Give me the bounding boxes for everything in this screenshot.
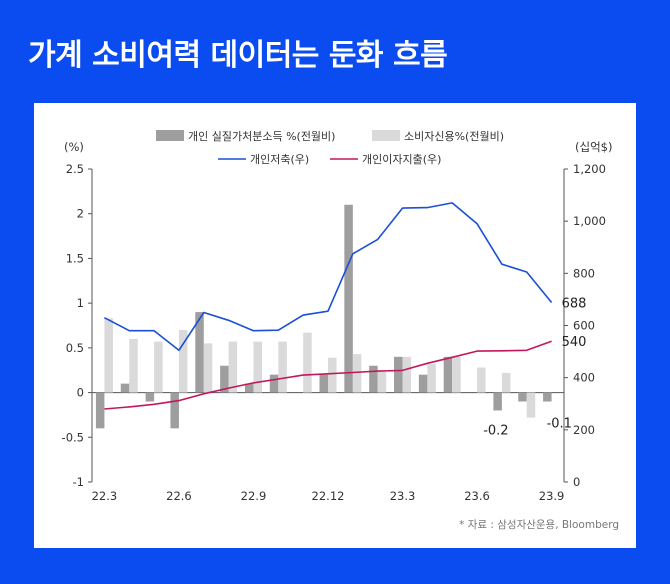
x-tick-label: 22.12 [312,489,345,503]
bar-credit [253,341,262,393]
right-tick-label: 400 [573,371,595,385]
data-label: 540 [562,335,587,350]
right-tick-label: 600 [573,319,595,333]
bar-credit [452,356,461,393]
bar-income [518,392,527,402]
bar-credit [402,356,412,393]
bar-income [344,204,353,393]
right-tick-label: 0 [573,475,580,489]
bar-credit [178,329,188,393]
data-label: -0.2 [483,423,508,438]
x-tick-label: 22.6 [166,489,192,503]
left-tick-label: 0.5 [66,341,84,355]
data-label: -0.1 [547,417,572,432]
bar-income [120,383,130,393]
bar-income [418,374,428,393]
data-label: 688 [562,297,587,312]
x-tick-label: 23.3 [390,489,416,503]
bar-credit [203,343,213,393]
bar-credit [154,341,163,393]
bar-income [195,312,204,393]
left-tick-label: -0.5 [62,430,84,444]
bar-income [220,365,229,393]
right-tick-label: 1,000 [573,214,606,228]
legend-label-credit: 소비자신용%(전월비) [404,130,504,143]
legend-label-interest: 개인이자지출(우) [362,153,441,166]
legend-label-income: 개인 실질가처분소득 %(전월비) [188,130,335,143]
bar-credit [104,318,113,393]
bar-credit [427,363,436,393]
right-axis-unit: (십억$) [575,140,612,154]
bar-credit [377,371,387,393]
x-tick-label: 22.9 [241,489,267,503]
bar-income [443,356,453,393]
legend-swatch-credit [372,130,400,141]
bar-credit [228,341,238,393]
bar-income [369,365,378,393]
bar-credit [129,338,138,393]
chart-svg: 개인 실질가처분소득 %(전월비) 소비자신용%(전월비) 개인저축(우) 개인… [62,130,619,531]
bar-credit [278,341,287,393]
bar-income [244,383,254,393]
right-tick-label: 800 [573,266,595,280]
bar-income [145,392,155,402]
bar-income [319,374,328,393]
bar-credit [477,367,486,393]
legend-swatch-income [156,130,184,141]
bar-credit [303,332,312,393]
bar-credit [501,372,511,393]
chart-panel: 개인 실질가처분소득 %(전월비) 소비자신용%(전월비) 개인저축(우) 개인… [34,103,636,548]
bar-income [493,392,502,411]
left-tick-label: 1 [77,296,84,310]
source-note: * 자료 : 삼성자산운용, Bloomberg [459,519,619,531]
line-interest [104,340,552,410]
bar-credit [328,357,337,393]
line-saving [104,202,553,352]
x-tick-label: 23.9 [539,489,565,503]
left-axis-unit: (%) [64,140,84,154]
left-tick-label: 0 [77,386,84,400]
bar-income [543,392,552,402]
left-tick-label: 1.5 [66,251,84,265]
x-tick-label: 23.6 [464,489,490,503]
bar-income [394,356,403,393]
right-tick-label: 200 [573,423,595,437]
bar-credit [526,392,536,418]
left-tick-label: 2 [77,207,84,221]
left-tick-label: -1 [73,475,84,489]
page-title: 가계 소비여력 데이터는 둔화 흐름 [28,38,448,73]
right-tick-label: 1,200 [573,162,606,176]
bar-income [269,374,279,393]
left-tick-label: 2.5 [66,162,84,176]
bar-credit [352,354,362,393]
bar-income [95,392,105,429]
legend-label-saving: 개인저축(우) [250,153,309,166]
x-tick-label: 22.3 [92,489,118,503]
bar-income [170,392,179,429]
